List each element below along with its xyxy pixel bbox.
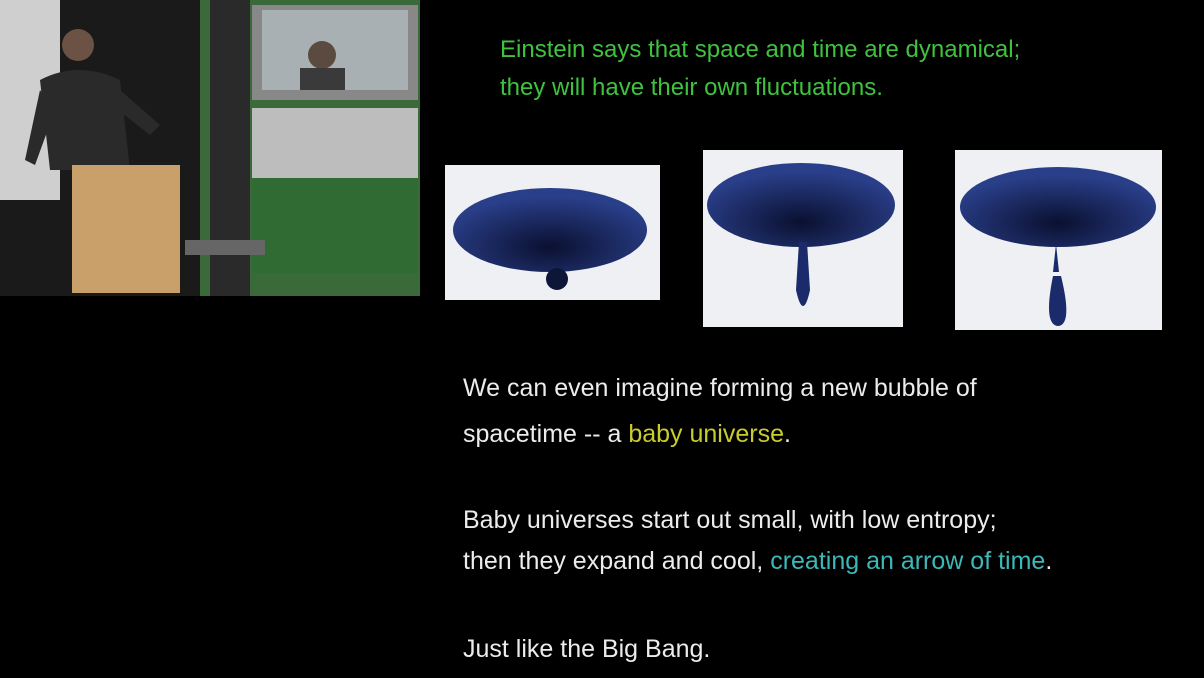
funnel-image — [703, 150, 903, 327]
body-line: spacetime -- a baby universe. — [463, 420, 791, 449]
text: spacetime -- a — [463, 420, 628, 448]
body-line: We can even imagine forming a new bubble… — [463, 374, 977, 403]
body-line: then they expand and cool, creating an a… — [463, 547, 1052, 576]
heading-line: they will have their own fluctuations. — [500, 74, 883, 102]
text: then they expand and cool, — [463, 547, 770, 575]
video-inset — [0, 0, 420, 296]
body-line: Baby universes start out small, with low… — [463, 506, 997, 535]
text: Just like the Big Bang. — [463, 635, 710, 663]
highlight-text: creating an arrow of time — [770, 547, 1045, 575]
highlight-text: baby universe — [628, 420, 784, 448]
text: We can even imagine forming a new bubble… — [463, 374, 977, 402]
text: Baby universes start out small, with low… — [463, 506, 997, 534]
page: Einstein says that space and time are dy… — [0, 0, 1204, 678]
body-line: Just like the Big Bang. — [463, 635, 710, 664]
text: . — [784, 420, 791, 448]
text: . — [1045, 547, 1052, 575]
heading-line: Einstein says that space and time are dy… — [500, 36, 1020, 64]
funnel-image — [955, 150, 1162, 330]
funnel-image — [445, 165, 660, 300]
